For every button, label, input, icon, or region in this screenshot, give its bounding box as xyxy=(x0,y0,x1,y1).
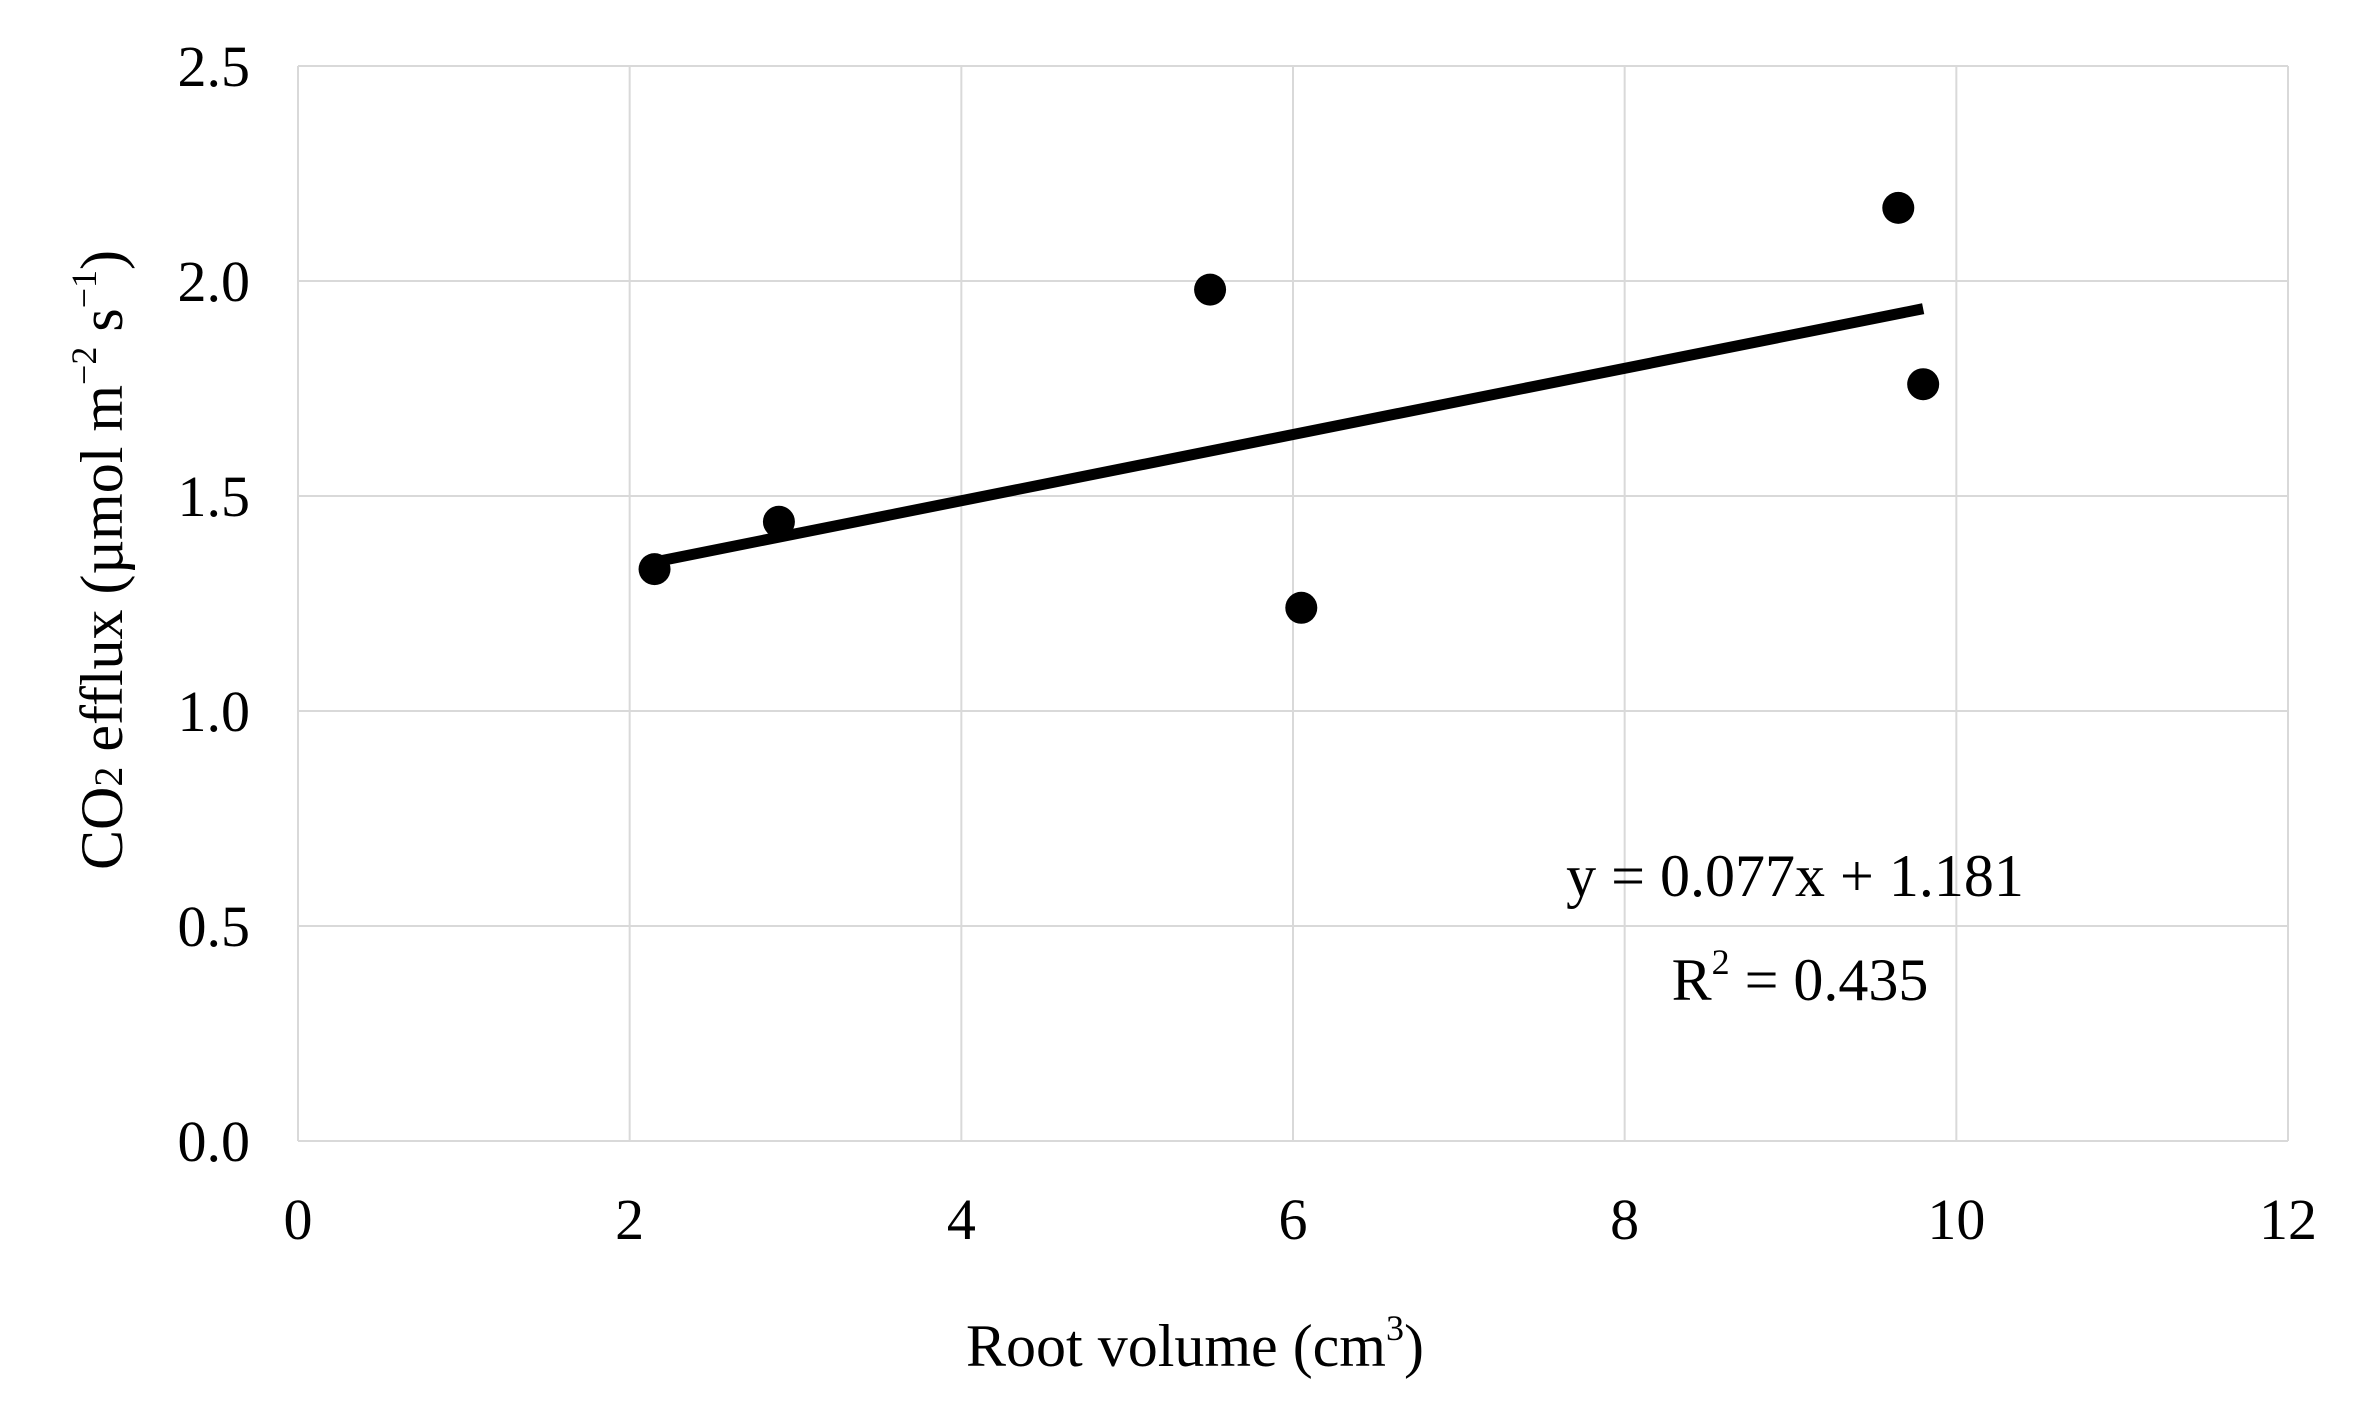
x-axis-title: Root volume (cm3) xyxy=(966,1308,1424,1379)
r2-letter: R xyxy=(1672,947,1712,1013)
y-axis-title: CO2 efflux (µmol m−2 s−1) xyxy=(64,250,135,870)
data-point-3 xyxy=(1285,591,1318,624)
x-tick-label-3: 6 xyxy=(1279,1187,1308,1252)
x-axis-title-main: Root volume (cm xyxy=(966,1313,1386,1379)
y-axis-title-sup2: −1 xyxy=(64,270,104,308)
x-tick-label-0: 0 xyxy=(284,1187,313,1252)
trendline-group xyxy=(653,303,1925,568)
y-tick-label-3: 1.5 xyxy=(178,464,251,529)
data-point-0 xyxy=(638,553,671,586)
r-squared-label: R2 = 0.435 xyxy=(1672,942,1929,1013)
data-points xyxy=(638,191,1940,624)
gridlines xyxy=(297,65,2289,1142)
r2-superscript: 2 xyxy=(1712,942,1730,982)
trendline xyxy=(653,303,1925,568)
y-axis-title-sub: 2 xyxy=(86,767,131,787)
data-point-2 xyxy=(1194,273,1227,306)
data-point-1 xyxy=(762,505,795,538)
y-axis-title-middle2: s xyxy=(69,308,135,346)
y-tick-label-4: 2.0 xyxy=(178,249,251,314)
y-axis-title-middle: efflux (µmol m xyxy=(69,385,135,767)
x-tick-label-6: 12 xyxy=(2259,1187,2317,1252)
x-tick-label-1: 2 xyxy=(615,1187,644,1252)
r2-value: = 0.435 xyxy=(1730,947,1929,1013)
x-axis-ticks: 0 2 4 6 8 10 12 xyxy=(284,1187,2318,1252)
data-point-4 xyxy=(1882,191,1915,224)
y-tick-label-2: 1.0 xyxy=(178,679,251,744)
x-tick-label-4: 8 xyxy=(1610,1187,1639,1252)
y-axis-ticks: 0.0 0.5 1.0 1.5 2.0 2.5 xyxy=(178,34,251,1174)
y-tick-label-1: 0.5 xyxy=(178,894,251,959)
x-axis-title-close: ) xyxy=(1404,1313,1424,1379)
x-tick-label-5: 10 xyxy=(1927,1187,1985,1252)
y-axis-title-close: ) xyxy=(69,250,135,270)
x-tick-label-2: 4 xyxy=(947,1187,976,1252)
y-tick-label-5: 2.5 xyxy=(178,34,251,99)
y-axis-title-sup1: −2 xyxy=(64,347,104,385)
y-tick-label-0: 0.0 xyxy=(178,1109,251,1174)
regression-equation: y = 0.077x + 1.181 xyxy=(1566,843,2024,909)
y-axis-title-prefix: CO xyxy=(69,787,135,870)
data-point-5 xyxy=(1907,368,1940,401)
x-axis-title-sup: 3 xyxy=(1386,1308,1404,1348)
